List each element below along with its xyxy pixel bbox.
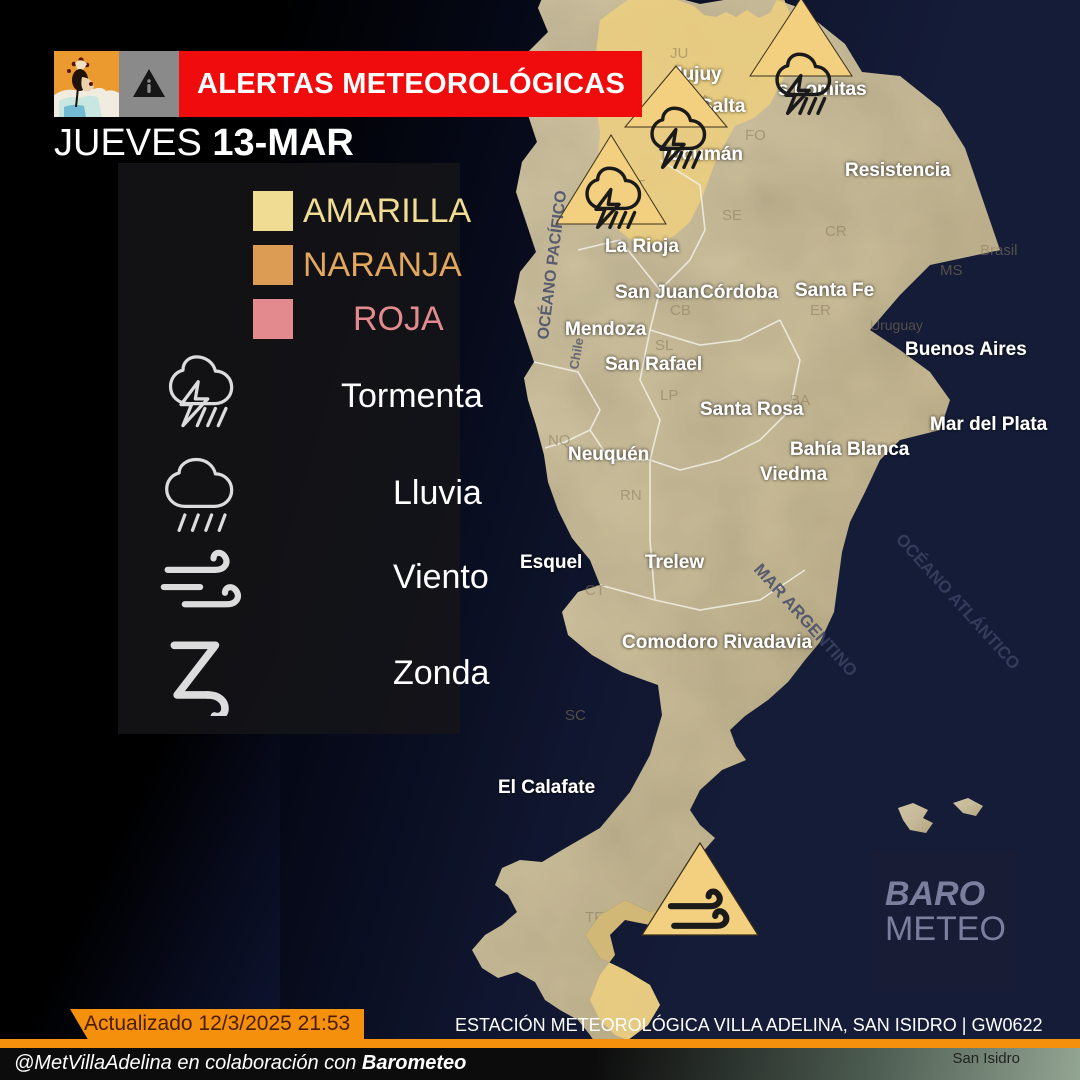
svg-text:Viedma: Viedma — [760, 464, 828, 485]
svg-text:San Juan: San Juan — [615, 282, 699, 303]
svg-text:Uruguay: Uruguay — [870, 317, 923, 333]
svg-text:Bahía Blanca: Bahía Blanca — [790, 439, 910, 460]
svg-text:Brasil: Brasil — [980, 242, 1018, 259]
svg-text:Santa Rosa: Santa Rosa — [700, 399, 804, 420]
svg-text:Santa Fe: Santa Fe — [795, 280, 874, 301]
svg-text:Esquel: Esquel — [520, 552, 582, 573]
svg-text:La Rioja: La Rioja — [605, 236, 679, 257]
svg-text:El Calafate: El Calafate — [498, 777, 595, 798]
svg-text:Comodoro Rivadavia: Comodoro Rivadavia — [622, 632, 812, 653]
svg-text:Resistencia: Resistencia — [845, 160, 951, 181]
svg-text:LP: LP — [660, 387, 678, 404]
svg-text:CB: CB — [670, 302, 691, 319]
svg-text:RN: RN — [620, 487, 642, 504]
svg-text:Trelew: Trelew — [645, 552, 704, 573]
svg-text:JU: JU — [670, 45, 688, 62]
svg-text:Buenos Aires: Buenos Aires — [905, 339, 1027, 360]
svg-text:Mendoza: Mendoza — [565, 319, 647, 340]
svg-text:FO: FO — [745, 127, 766, 144]
svg-text:Neuquén: Neuquén — [568, 444, 649, 465]
svg-text:ER: ER — [810, 302, 831, 319]
svg-text:Mar del Plata: Mar del Plata — [930, 414, 1048, 435]
svg-text:SC: SC — [565, 707, 586, 724]
svg-text:Córdoba: Córdoba — [700, 282, 779, 303]
svg-text:SL: SL — [655, 337, 673, 354]
svg-text:METEO: METEO — [885, 910, 1006, 948]
svg-text:SE: SE — [722, 207, 742, 224]
svg-text:San Rafael: San Rafael — [605, 354, 702, 375]
svg-text:MS: MS — [940, 262, 963, 279]
svg-text:BARO: BARO — [885, 875, 985, 913]
svg-text:CR: CR — [825, 223, 847, 240]
svg-text:CT: CT — [585, 582, 605, 599]
